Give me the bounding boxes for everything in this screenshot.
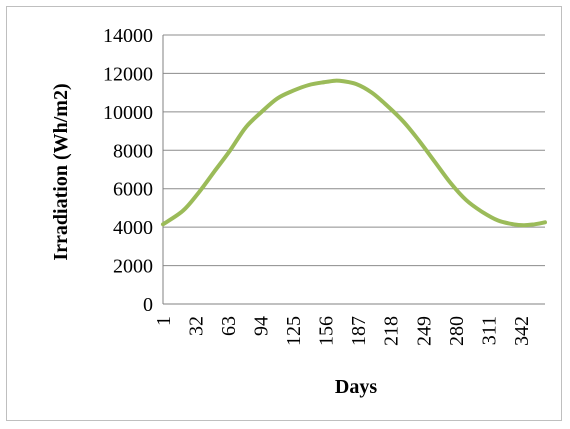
x-tick-label: 311: [478, 316, 500, 345]
y-tick-label: 8000: [113, 140, 153, 162]
y-tick-label: 14000: [103, 25, 153, 47]
x-tick-label: 342: [511, 316, 533, 346]
series-line: [161, 78, 547, 228]
x-axis-title: Days: [335, 376, 377, 398]
y-tick-label: 12000: [103, 63, 153, 85]
x-tick-label: 94: [251, 316, 273, 336]
x-tick-label: 156: [316, 316, 338, 346]
y-tick-label: 6000: [113, 179, 153, 201]
x-tick-label: 280: [446, 316, 468, 346]
x-tick-label: 125: [283, 316, 305, 346]
y-tick-label: 2000: [113, 256, 153, 278]
y-tick-label: 0: [143, 294, 153, 316]
chart-frame: [6, 6, 562, 421]
gridlines: [163, 34, 545, 267]
y-axis-title: Irradiation (Wh/m2): [50, 83, 72, 260]
x-tick-label: 32: [186, 316, 208, 336]
x-tick-labels: 1 32 63 94 125 156 187 218 249 280 311 342: [153, 316, 533, 346]
x-tick-label: 218: [381, 316, 403, 346]
x-tick-label: 1: [153, 316, 175, 326]
x-tick-label: 249: [413, 316, 435, 346]
y-tick-label: 10000: [103, 102, 153, 124]
x-tick-label: 187: [348, 316, 370, 346]
y-tick-label: 4000: [113, 217, 153, 239]
y-tick-labels: 0 2000 4000 6000 8000 10000 12000 14000: [103, 25, 153, 316]
x-tick-label: 63: [218, 316, 240, 336]
